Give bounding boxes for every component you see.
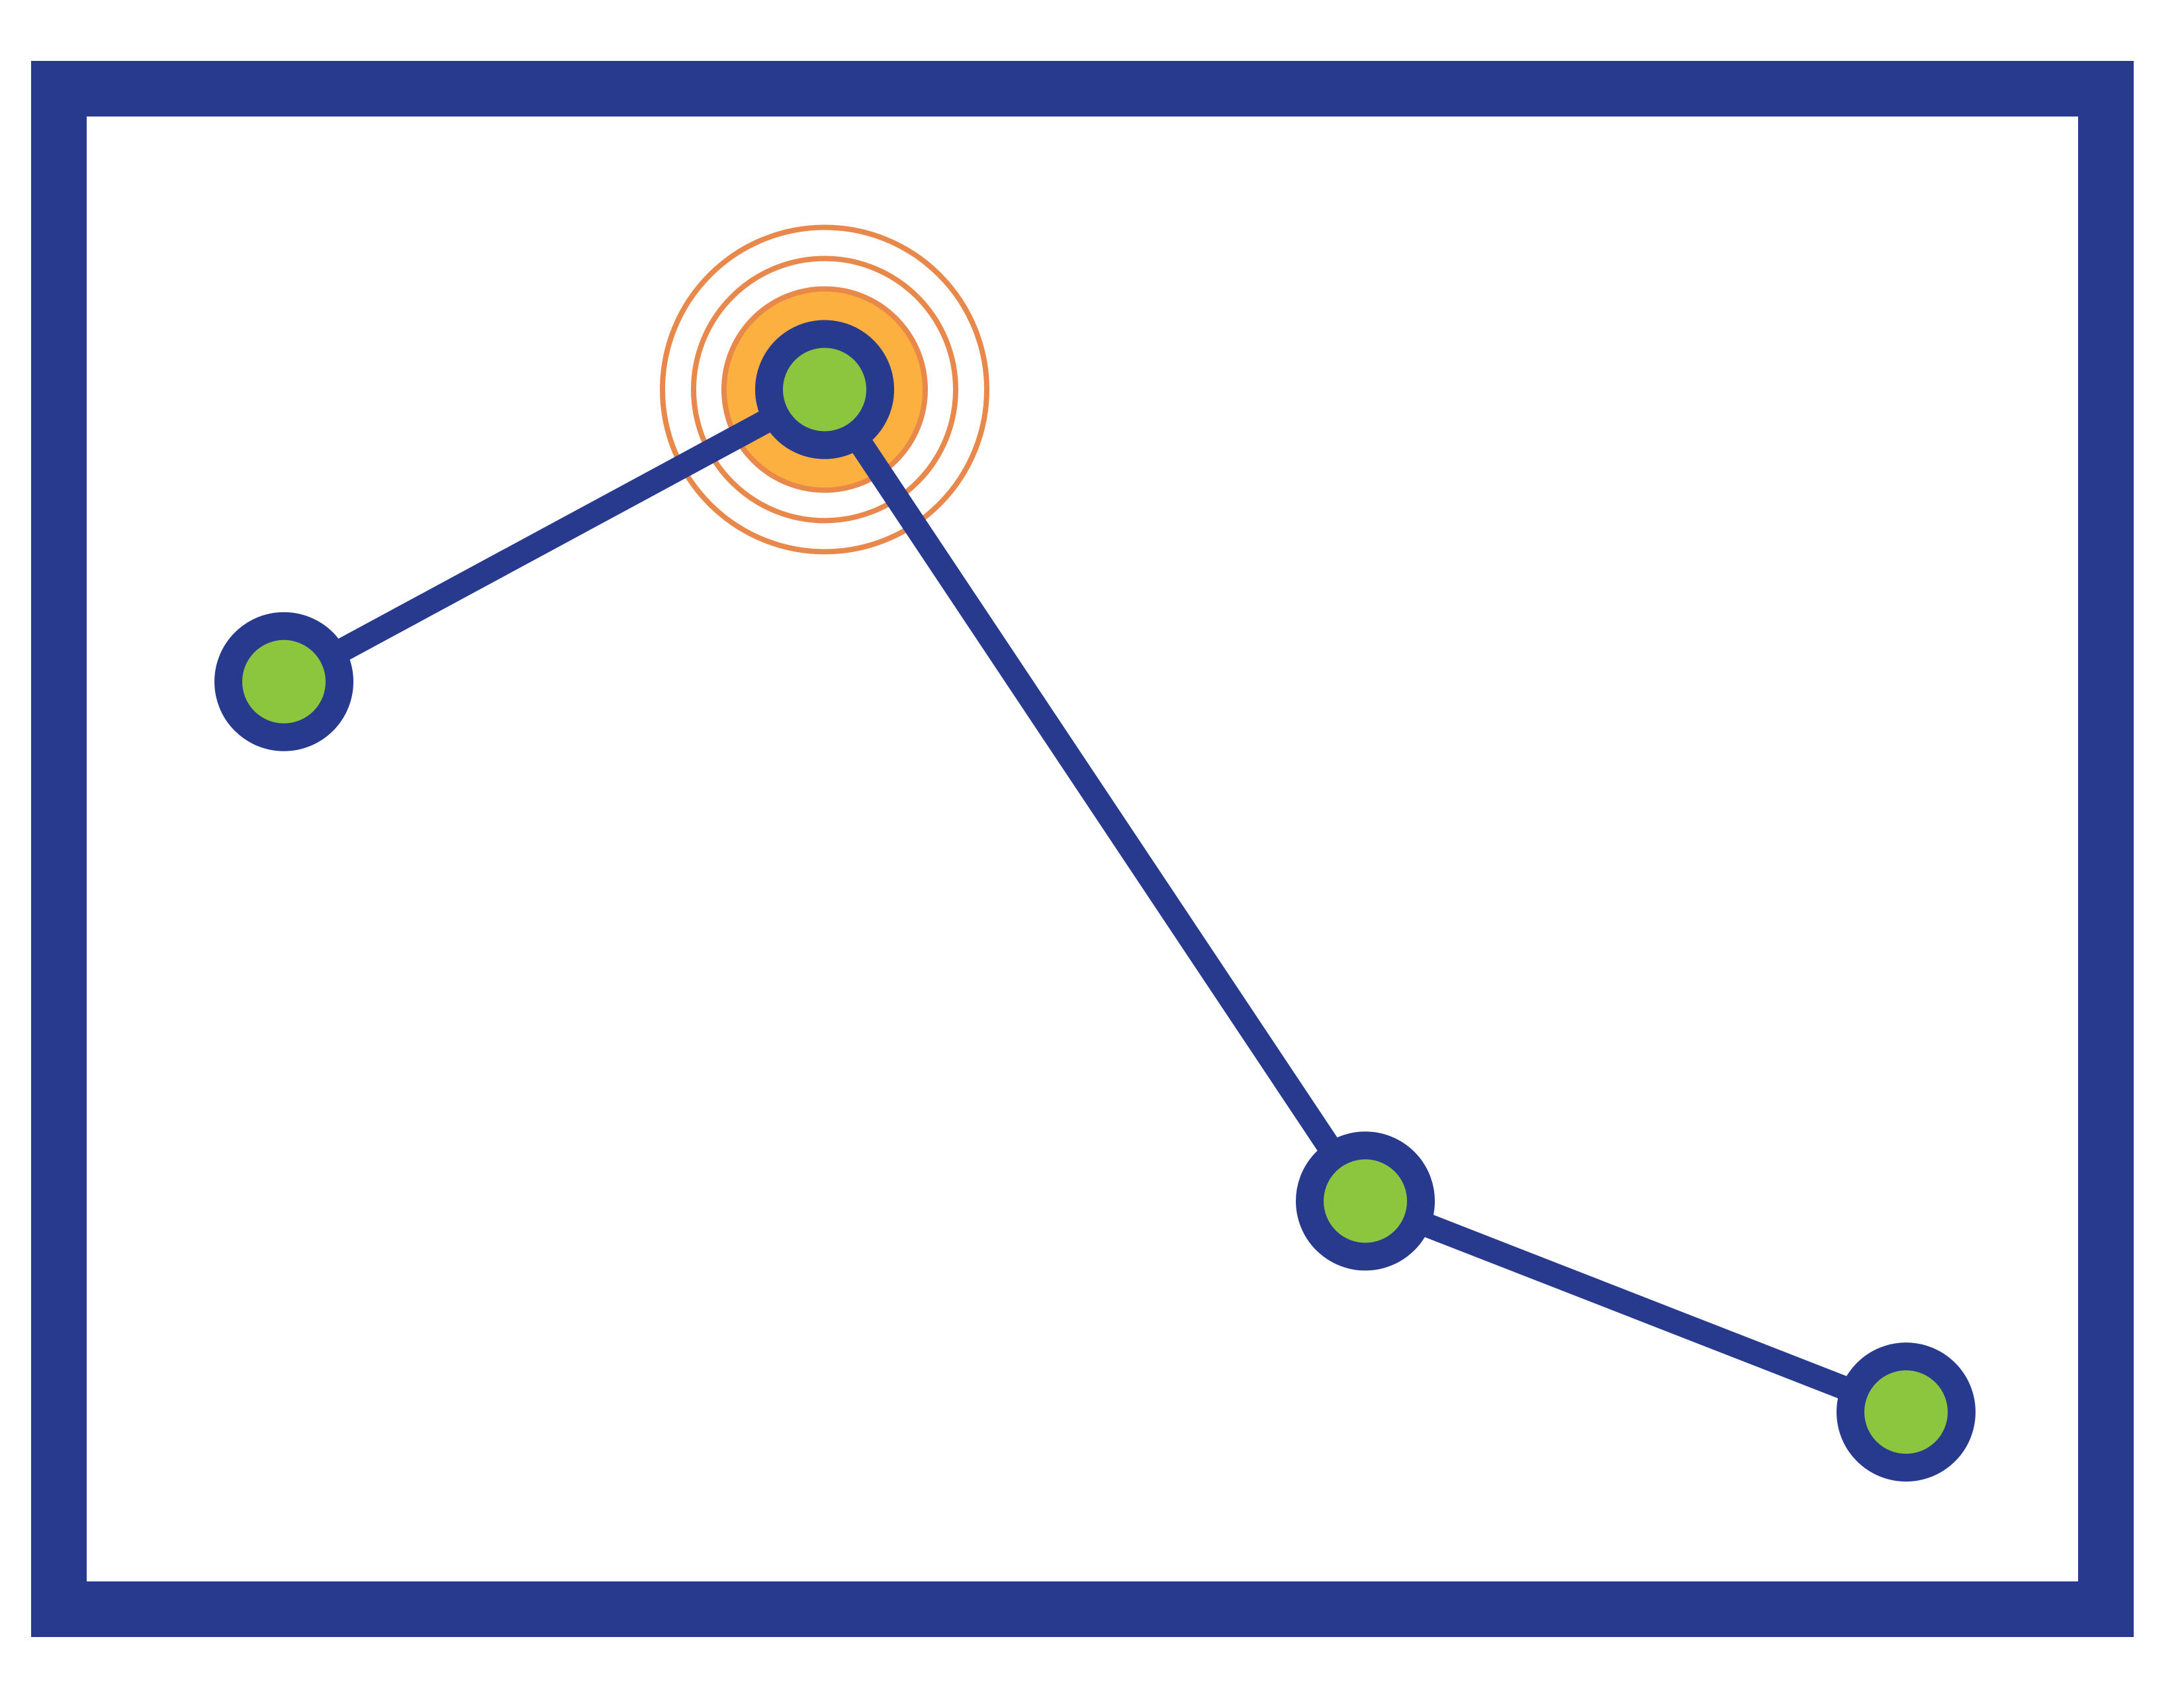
data-point bbox=[214, 612, 353, 751]
data-point bbox=[1837, 1342, 1976, 1482]
series-line-segment bbox=[278, 379, 831, 692]
highlight-ripple-ring bbox=[660, 224, 989, 555]
chart-frame bbox=[31, 61, 2134, 1637]
highlighted-data-point bbox=[755, 320, 894, 459]
series-line-group bbox=[278, 379, 1911, 1423]
data-point-group bbox=[214, 320, 1976, 1482]
series-line-segment bbox=[815, 383, 1375, 1208]
series-line-segment bbox=[1361, 1190, 1911, 1423]
data-point bbox=[1296, 1131, 1435, 1271]
highlight-ripple-ring bbox=[691, 256, 958, 524]
